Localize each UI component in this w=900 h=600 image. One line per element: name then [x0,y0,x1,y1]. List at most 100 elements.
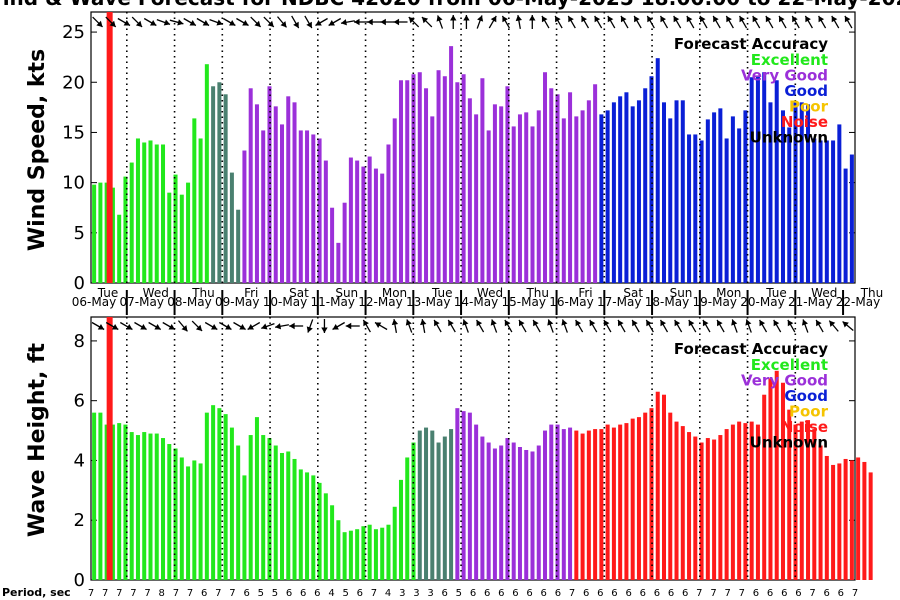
wave-bar [474,424,479,580]
wind-bar [261,130,266,283]
wave-bar [755,424,760,580]
wind-bar [524,112,529,284]
wave-ytick-label: 2 [74,510,85,531]
wind-direction-arrow [380,18,395,26]
wave-direction-arrow [162,321,176,331]
wave-y-axis-label: Wave Height, ft [25,342,50,537]
wind-bar [605,110,610,283]
wave-bar [787,409,792,580]
date-label: 13-May [406,295,450,309]
period-value: 6 [668,588,674,599]
date-label: 19-May [693,295,737,309]
wind-bar [192,118,197,283]
wave-bar [693,436,698,580]
period-label: Period, sec [2,586,71,599]
wave-bar [624,423,629,580]
wind-bar [311,134,316,283]
wave-bar [361,526,366,580]
wind-bar [668,118,673,283]
wave-bar [261,435,266,580]
wave-bar [267,438,272,580]
period-value: 6 [682,588,688,599]
wave-bar [849,460,854,580]
wind-bar [323,160,328,283]
date-label: 12-May [358,295,402,309]
wave-bar [730,424,735,580]
day-name-label: Tue [97,286,119,300]
wind-bar [561,118,566,283]
wave-direction-arrow [332,321,345,331]
wind-bar [636,100,641,283]
date-label: 15-May [502,295,546,309]
wind-bar [348,157,353,283]
wind-bar [486,130,491,283]
wind-bar [430,116,435,283]
wind-speed-panel: 0 5 10 15 20 25 Forecast AccuracyExcellentVery… [62,11,883,315]
wave-direction-arrow [374,321,388,331]
day-name-label: Sat [289,286,309,300]
wind-bar [611,102,616,283]
wave-bar [486,442,491,580]
date-label: 22-May [836,295,880,309]
period-value: 6 [824,588,830,599]
wave-bar [674,421,679,580]
period-value: 5 [342,588,348,599]
wind-bar [574,116,579,283]
wave-bar [574,430,579,580]
wave-bar [718,435,723,580]
wave-bar [743,423,748,580]
wind-bar [135,138,140,283]
wave-bar [317,482,322,580]
period-value: 3 [399,588,405,599]
wave-bar [824,455,829,580]
wind-direction-arrow [143,17,157,27]
wave-bar [279,452,285,580]
wave-direction-arrow [306,319,314,333]
wind-direction-arrow [594,15,603,29]
wind-direction-arrow [304,15,313,29]
wind-ytick-label: 5 [74,223,85,244]
wind-bar [593,84,598,284]
wind-bar [737,128,742,283]
wave-bar [248,435,253,580]
wind-bar [104,182,109,283]
wave-bar [605,424,610,580]
wind-bar [298,130,303,283]
day-name-label: Sun [335,286,358,300]
period-value: 6 [640,588,646,599]
wind-bar [687,134,692,283]
wind-bar [474,114,479,283]
wave-direction-arrow [391,318,399,334]
wave-bar [737,421,742,580]
wind-direction-arrow [686,15,695,29]
wind-direction-arrow [183,17,197,27]
wave-bar [837,463,842,580]
wave-bar [211,405,216,580]
wind-bar [586,100,591,283]
wave-bar [348,530,353,580]
wind-direction-arrow [263,16,275,28]
wave-bar [373,529,378,580]
wave-bar [342,532,347,580]
wave-direction-arrow [815,319,824,333]
wave-direction-arrow [204,321,218,331]
day-name-label: Thu [525,286,549,300]
wind-direction-arrow [725,15,734,29]
period-value: 4 [385,588,391,599]
wave-direction-arrow [191,320,203,332]
day-name-label: Mon [382,286,407,300]
period-value: 6 [781,588,787,599]
wave-bar [492,448,497,580]
wind-direction-arrow [515,14,522,30]
wind-bar [618,96,623,283]
day-name-label: Fri [578,286,592,300]
wind-ytick-label: 20 [62,72,85,93]
wind-direction-arrow [315,17,328,27]
wave-bar [799,421,804,580]
day-name-label: Thu [191,286,215,300]
period-value: 7 [116,588,122,599]
wind-bar [173,174,178,283]
wind-bar [799,102,804,283]
wave-bar [411,442,416,580]
period-value: 6 [597,588,603,599]
